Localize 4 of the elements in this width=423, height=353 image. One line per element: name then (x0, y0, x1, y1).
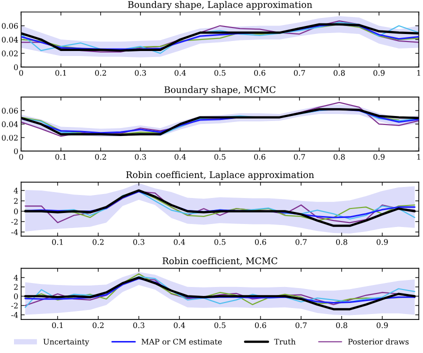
chart-title: Boundary shape, Laplace approximation (128, 0, 312, 10)
chart-title: Boundary shape, MCMC (164, 86, 276, 95)
chart-title: Robin coefficient, MCMC (162, 257, 278, 266)
chart-title: Robin coefficient, Laplace approximation (126, 171, 314, 180)
